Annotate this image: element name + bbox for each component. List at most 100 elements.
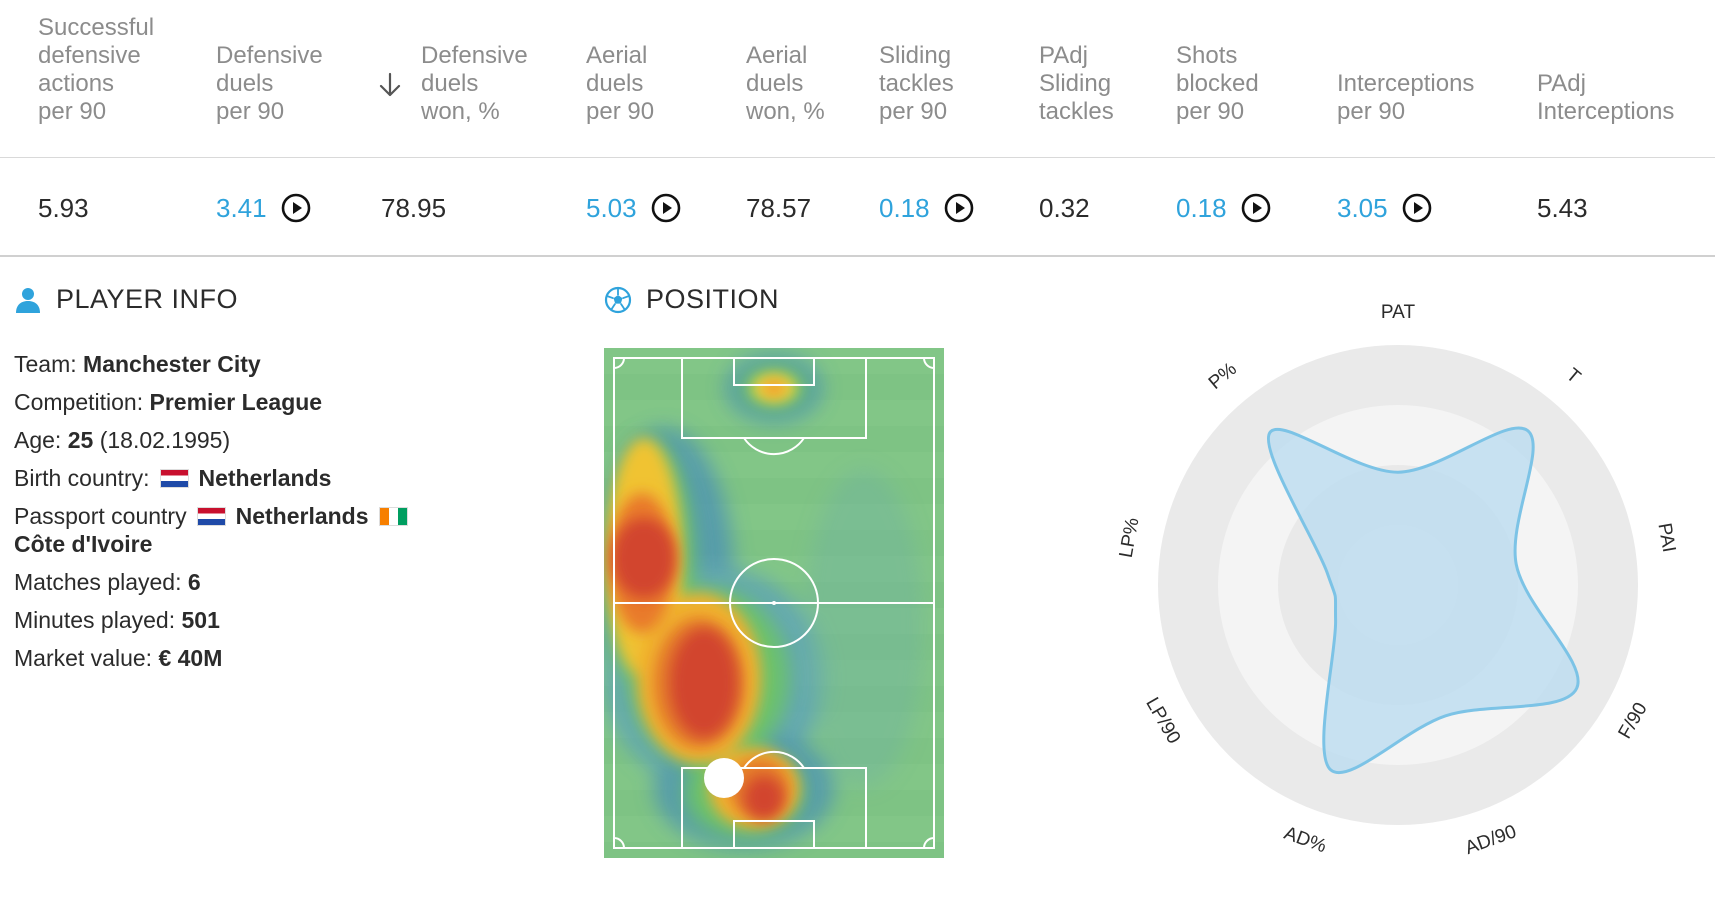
- cell-sliding-tackles[interactable]: 0.18: [879, 188, 974, 228]
- matches-value: 6: [187, 569, 201, 595]
- cell-aerial-duels[interactable]: 5.03: [586, 188, 681, 228]
- col-header-defensive-duels[interactable]: Defensive duels per 90: [216, 0, 323, 126]
- col-header-aerial-duels-won[interactable]: Aerial duels won, %: [746, 0, 825, 126]
- cell-interceptions[interactable]: 3.05: [1337, 188, 1432, 228]
- cell-defensive-duels-won: 78.95: [381, 192, 447, 223]
- person-icon: [16, 287, 40, 313]
- col-header-sliding-tackles[interactable]: Sliding tackles per 90: [879, 0, 954, 126]
- cell-value[interactable]: 5.03: [586, 192, 637, 223]
- average-position-marker: [704, 758, 744, 798]
- col-header-padj-sliding-tackles[interactable]: PAdj Sliding tackles: [1039, 0, 1114, 126]
- col-header-defensive-duels-won[interactable]: Defensive duels won, %: [421, 0, 528, 126]
- play-video-icon[interactable]: [1402, 193, 1432, 223]
- radar-axis-label: LP/90: [1141, 694, 1184, 748]
- col-header-line: Shots: [1176, 42, 1238, 69]
- birth-date: (18.02.1995): [99, 427, 231, 453]
- competition-row: Competition: Premier League: [14, 383, 418, 421]
- cell-padj-sliding-tackles: 0.32: [1039, 192, 1090, 223]
- radar-axis-label: LP%: [1116, 516, 1144, 559]
- team-value: Manchester City: [83, 351, 261, 377]
- age-row: Age: 25 (18.02.1995): [14, 421, 418, 459]
- birth-country-row: Birth country: Netherlands: [14, 459, 418, 497]
- col-header-line: Sliding: [1039, 70, 1112, 97]
- col-header-padj-interceptions[interactable]: PAdj Interceptions: [1537, 0, 1674, 126]
- age-label: Age:: [14, 427, 62, 453]
- passport-label: Passport country: [14, 503, 187, 529]
- arrow-down-icon[interactable]: [377, 72, 403, 98]
- passport-country-row-2: Côte d'Ivoire: [14, 530, 418, 558]
- section-title-text: PLAYER INFO: [56, 284, 239, 314]
- radar-axis-label: AD%: [1281, 823, 1329, 858]
- col-header-successful-defensive-actions[interactable]: Successful defensive actions per 90: [38, 0, 154, 126]
- radar-axis-label: AD/90: [1462, 821, 1519, 859]
- play-video-icon[interactable]: [281, 193, 311, 223]
- radar-axis-label: T: [1562, 364, 1585, 388]
- radar-chart: PAT T PAI F/90 AD/90 AD% LP/90 LP% P%: [1116, 302, 1679, 859]
- birth-country-label: Birth country:: [14, 465, 150, 491]
- team-label: Team:: [14, 351, 77, 377]
- cell-value[interactable]: 3.41: [216, 192, 267, 223]
- section-title-text: POSITION: [646, 284, 780, 314]
- col-header-line: duels: [746, 70, 804, 97]
- minutes-value: 501: [181, 607, 220, 633]
- market-value: € 40M: [158, 645, 223, 671]
- col-header-line: Successful: [38, 14, 155, 41]
- competition-label: Competition:: [14, 389, 144, 415]
- col-header-line: Aerial: [586, 42, 648, 69]
- table-row: 5.93 3.41 78.95 5.03 78.57 0.18 0.32 0.1…: [0, 158, 1715, 257]
- passport-country-row: Passport country Netherlands: [14, 502, 418, 530]
- cell-value[interactable]: 0.18: [879, 192, 930, 223]
- col-header-line: per 90: [1337, 98, 1406, 125]
- cell-defensive-duels[interactable]: 3.41: [216, 188, 311, 228]
- col-header-line: won, %: [746, 98, 825, 125]
- minutes-label: Minutes played:: [14, 607, 176, 633]
- col-header-shots-blocked[interactable]: Shots blocked per 90: [1176, 0, 1259, 126]
- col-header-line: tackles: [879, 70, 954, 97]
- col-header-aerial-duels[interactable]: Aerial duels per 90: [586, 0, 654, 126]
- col-header-line: per 90: [216, 98, 285, 125]
- col-header-line: Sliding: [879, 42, 952, 69]
- col-header-interceptions[interactable]: Interceptions per 90: [1337, 0, 1474, 126]
- birth-country-value: Netherlands: [198, 465, 332, 491]
- play-video-icon[interactable]: [1241, 193, 1271, 223]
- ivory-coast-flag-icon: [378, 506, 408, 526]
- col-header-line: actions: [38, 70, 115, 97]
- col-header-line: per 90: [586, 98, 655, 125]
- cell-value[interactable]: 0.18: [1176, 192, 1227, 223]
- play-video-icon[interactable]: [651, 193, 681, 223]
- col-header-line: duels: [216, 70, 274, 97]
- radar-axis-label: F/90: [1615, 699, 1652, 742]
- market-value-label: Market value:: [14, 645, 153, 671]
- col-header-line: Defensive: [216, 42, 323, 69]
- passport-country-1: Netherlands: [235, 503, 369, 529]
- col-header-line: duels: [586, 70, 644, 97]
- cell-aerial-duels-won: 78.57: [746, 192, 812, 223]
- position-heatmap: [604, 348, 944, 858]
- cell-shots-blocked[interactable]: 0.18: [1176, 188, 1271, 228]
- col-header-line: per 90: [38, 98, 107, 125]
- radar-axis-label: P%: [1205, 359, 1241, 394]
- col-header-line: blocked: [1176, 70, 1259, 97]
- player-info-title: PLAYER INFO: [14, 284, 238, 315]
- col-header-line: Defensive: [421, 42, 528, 69]
- col-header-line: won, %: [421, 98, 500, 125]
- col-header-line: per 90: [879, 98, 948, 125]
- radar-axis-label: PAT: [1381, 302, 1416, 323]
- play-video-icon[interactable]: [944, 193, 974, 223]
- team-row: Team: Manchester City: [14, 345, 418, 383]
- stats-table-header: Successful defensive actions per 90 Defe…: [0, 0, 1715, 158]
- competition-value: Premier League: [149, 389, 323, 415]
- matches-row: Matches played: 6: [14, 563, 418, 601]
- minutes-row: Minutes played: 501: [14, 601, 418, 639]
- col-header-line: duels: [421, 70, 479, 97]
- cell-padj-interceptions: 5.43: [1537, 192, 1588, 223]
- col-header-line: Aerial: [746, 42, 808, 69]
- col-header-line: defensive: [38, 42, 141, 69]
- soccer-ball-icon: [604, 286, 632, 313]
- netherlands-flag-icon: [159, 468, 189, 488]
- heatmap-layer: [604, 354, 924, 848]
- age-value: 25: [67, 427, 94, 453]
- cell-value[interactable]: 3.05: [1337, 192, 1388, 223]
- radar-axis-label: PAI: [1653, 522, 1679, 554]
- market-value-row: Market value: € 40M: [14, 639, 418, 677]
